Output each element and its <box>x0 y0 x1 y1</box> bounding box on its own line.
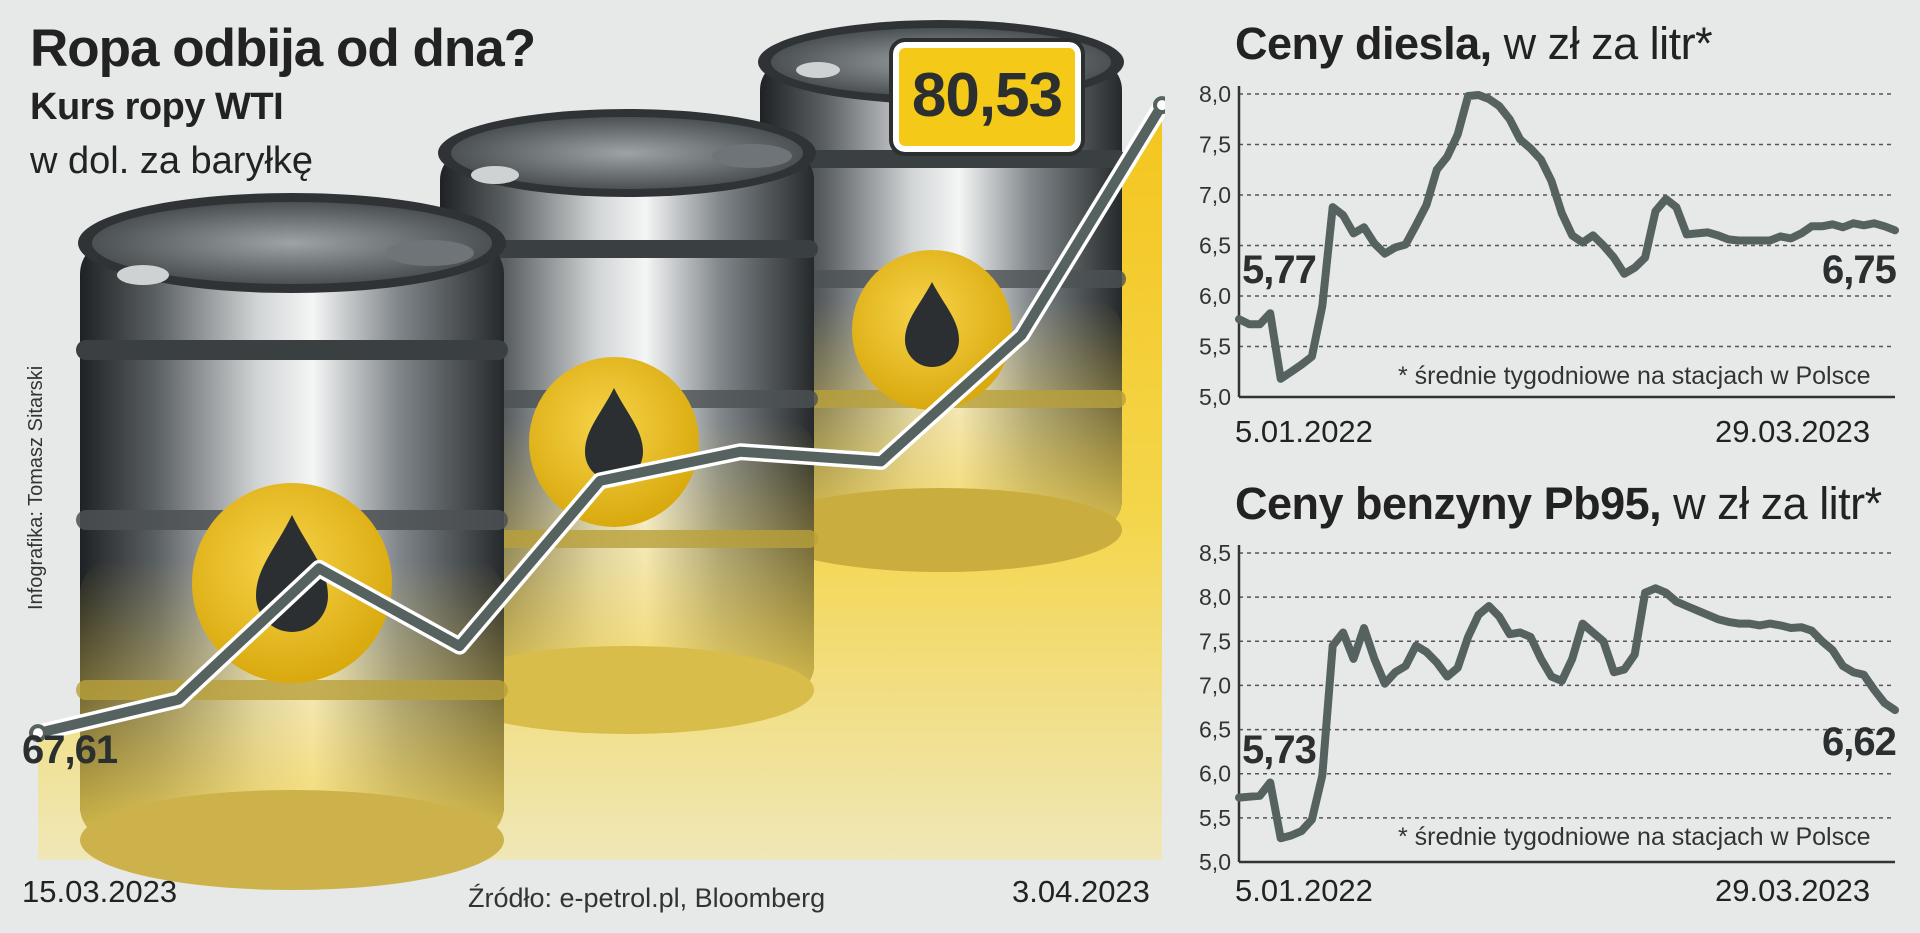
diesel-end-value: 6,75 <box>1822 248 1897 292</box>
diesel-start-date: 5.01.2022 <box>1235 414 1373 449</box>
petrol-y-tick-label: 7,0 <box>1199 672 1231 698</box>
petrol-chart-title: Ceny benzyny Pb95, w zł za litr* <box>1235 478 1882 530</box>
petrol-chart: 5,0 5,5 6,0 6,5 7,0 7,5 8,0 8,5 <box>1199 540 1899 875</box>
petrol-end-value: 6,62 <box>1822 720 1897 764</box>
petrol-end-date: 29.03.2023 <box>1715 873 1871 908</box>
chart-unit: w dol. za baryłkę <box>30 140 314 182</box>
wti-start-date: 15.03.2023 <box>22 874 178 909</box>
petrol-price-line <box>1235 584 1899 843</box>
chart-subtitle: Kurs ropy WTI <box>30 86 284 128</box>
diesel-y-tick-label: 6,5 <box>1199 233 1231 259</box>
diesel-start-value: 5,77 <box>1242 248 1317 292</box>
diesel-title-unit: w zł za litr* <box>1491 18 1713 69</box>
petrol-y-tick-label: 5,0 <box>1199 849 1231 875</box>
diesel-chart-panel: Ceny diesla, w zł za litr* 5,0 5,5 6,0 6,5 7… <box>1170 18 1920 458</box>
wti-points <box>29 96 1165 743</box>
barrel-front-illustration <box>76 193 508 890</box>
petrol-y-tick-label: 6,5 <box>1199 717 1231 743</box>
diesel-y-tick-label: 5,0 <box>1199 384 1231 410</box>
wti-start-value: 67,61 <box>22 728 118 772</box>
wti-end-point <box>1153 96 1165 115</box>
infographic-credit: Infografika: Tomasz Sitarski <box>25 365 47 610</box>
petrol-y-tick-label: 6,0 <box>1199 761 1231 787</box>
wti-end-value-badge: 80,53 <box>889 38 1085 156</box>
petrol-footnote: * średnie tygodniowe na stacjach w Polsc… <box>1398 823 1871 851</box>
petrol-chart-panel: Ceny benzyny Pb95, w zł za litr* 5,0 5,5 6… <box>1170 478 1920 928</box>
petrol-start-date: 5.01.2022 <box>1235 873 1373 908</box>
diesel-y-tick-label: 5,5 <box>1199 334 1231 360</box>
petrol-title-main: Ceny benzyny Pb95, <box>1235 478 1662 529</box>
diesel-y-tick-label: 6,0 <box>1199 283 1231 309</box>
petrol-y-tick-label: 7,5 <box>1199 628 1231 654</box>
diesel-title-main: Ceny diesla, <box>1235 18 1492 69</box>
source-note: Źródło: e-petrol.pl, Bloomberg <box>468 883 826 913</box>
wti-start-point <box>29 724 47 743</box>
petrol-start-value: 5,73 <box>1242 728 1317 772</box>
petrol-y-tick-label: 5,5 <box>1199 805 1231 831</box>
diesel-y-tick-label: 8,0 <box>1199 81 1231 107</box>
petrol-y-tick-label: 8,5 <box>1199 540 1231 566</box>
petrol-y-tick-label: 8,0 <box>1199 584 1231 610</box>
diesel-y-tick-label: 7,0 <box>1199 182 1231 208</box>
wti-end-date: 3.04.2023 <box>1012 874 1150 909</box>
wti-price-line <box>33 100 1165 739</box>
diesel-chart: 5,0 5,5 6,0 6,5 7,0 7,5 8,0 <box>1199 81 1899 410</box>
diesel-footnote: * średnie tygodniowe na stacjach w Polsc… <box>1398 362 1871 390</box>
petrol-title-unit: w zł za litr* <box>1661 478 1882 529</box>
diesel-chart-title: Ceny diesla, w zł za litr* <box>1235 18 1713 70</box>
diesel-end-date: 29.03.2023 <box>1715 414 1871 449</box>
diesel-y-tick-label: 7,5 <box>1199 132 1231 158</box>
chart-title: Ropa odbija od dna? <box>30 19 536 78</box>
diesel-price-line <box>1235 91 1899 383</box>
